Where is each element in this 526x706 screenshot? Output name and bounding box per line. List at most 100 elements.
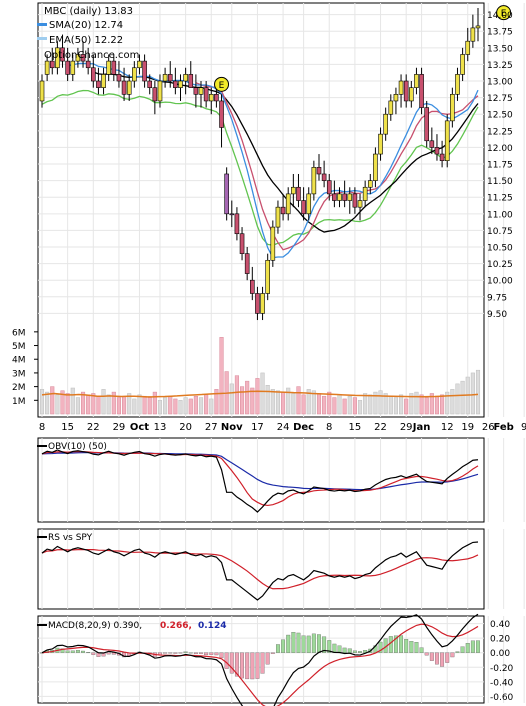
sma-legend: SMA(20) 12.74 <box>49 20 123 31</box>
candle-body <box>162 74 168 82</box>
volume-bar <box>434 395 440 415</box>
candle-body <box>178 80 183 88</box>
volume-bar <box>122 395 127 415</box>
macd-histogram-bar <box>445 652 450 663</box>
candle-body <box>116 74 122 82</box>
macd-histogram-bar <box>470 640 475 653</box>
macd-histogram-bar <box>455 651 460 653</box>
macd-histogram-bar <box>460 646 465 653</box>
volume-bar <box>152 391 157 415</box>
macd-histogram-bar <box>291 632 296 653</box>
volume-bar <box>342 398 347 415</box>
candle-body <box>239 233 245 254</box>
volume-bar <box>183 397 188 415</box>
macd-histogram-bar <box>75 650 80 653</box>
candle-body <box>311 167 317 195</box>
macd-histogram-bar <box>193 652 198 655</box>
ema-legend: EMA(50) 12.22 <box>49 35 123 46</box>
macd-histogram-bar <box>86 652 91 654</box>
volume-bar <box>429 393 434 415</box>
volume-bar <box>363 393 368 415</box>
candle-body <box>85 60 91 69</box>
price-tick-label: 11.25 <box>487 194 513 204</box>
x-tick-label: Oct <box>130 422 149 433</box>
price-tick-label: 10.25 <box>487 260 513 270</box>
obv-line-2 <box>41 449 479 513</box>
candle-body <box>291 186 296 195</box>
macd-histogram-bar <box>199 652 203 654</box>
volume-bar <box>239 386 245 415</box>
candle-body <box>70 60 76 75</box>
volume-bar <box>229 383 234 415</box>
volume-bar <box>475 369 481 415</box>
volume-bar <box>388 395 393 415</box>
candle-body <box>137 60 142 69</box>
macd-histogram-bar <box>358 651 362 653</box>
volume-bar <box>111 391 116 415</box>
macd-histogram-bar <box>281 639 286 653</box>
candle-body <box>316 167 322 175</box>
macd-histogram-bar <box>60 648 65 653</box>
macd-histogram-bar <box>296 632 301 653</box>
volume-bar <box>373 391 378 415</box>
x-tick-label: 13 <box>154 422 167 433</box>
x-tick-label: 15 <box>349 422 362 433</box>
macd-histogram-bar <box>465 643 470 653</box>
volume-bar <box>39 389 45 415</box>
macd-histogram-bar <box>317 634 321 653</box>
rs-label: RS vs SPY <box>48 533 93 543</box>
macd-tick-label: 0.40 <box>490 620 510 630</box>
volume-bar <box>301 394 306 415</box>
x-tick-label: 15 <box>61 422 74 433</box>
volume-bar <box>265 384 270 415</box>
candle-body <box>244 253 250 274</box>
macd-histogram-bar <box>188 652 193 654</box>
volume-bar <box>116 397 121 415</box>
rs-line <box>41 541 479 601</box>
price-tick-label: 12.00 <box>487 144 513 154</box>
volume-tick-label: 6M <box>12 328 26 338</box>
candle-body <box>250 279 255 294</box>
candle-body <box>142 60 147 82</box>
candle-body <box>214 94 219 102</box>
volume-bar <box>337 394 342 415</box>
ema-legend-swatch <box>37 37 47 40</box>
macd-signal-value: 0.266, <box>160 621 192 631</box>
obv-label: OBV(10) (50) <box>48 442 107 452</box>
volume-bar <box>255 378 260 415</box>
price-tick-label: 12.50 <box>487 111 513 121</box>
macd-histogram-bar <box>173 652 178 654</box>
macd-histogram-bar <box>337 645 342 653</box>
candle-body <box>75 54 81 62</box>
candle-body <box>306 193 312 215</box>
macd-histogram-bar <box>286 634 291 653</box>
volume-bar <box>178 400 183 415</box>
candle-body <box>275 206 281 228</box>
volume-bar <box>132 398 137 415</box>
volume-bar <box>347 395 352 415</box>
volume-bar <box>188 398 193 415</box>
price-tick-label: 11.50 <box>487 177 513 187</box>
candle-body <box>326 180 332 195</box>
candle-body <box>337 193 342 201</box>
candle-body <box>126 80 132 95</box>
x-tick-label: Jan <box>412 422 431 433</box>
volume-bar <box>204 394 209 415</box>
candle-body <box>465 40 471 55</box>
volume-bar <box>60 390 65 415</box>
x-tick-label: 9 <box>521 422 526 433</box>
candle-body <box>39 80 45 102</box>
macd-histogram-bar <box>168 652 173 654</box>
volume-bar <box>455 383 460 415</box>
candle-body <box>342 193 347 201</box>
watermark: OptionChance.com <box>44 50 139 61</box>
macd-histogram-bar <box>419 647 424 653</box>
volume-bar <box>173 398 178 415</box>
volume-tick-label: 1M <box>12 397 26 407</box>
macd-histogram-bar <box>204 652 209 656</box>
macd-histogram-bar <box>435 652 439 665</box>
macd-histogram-bar <box>106 652 111 655</box>
volume-bar <box>378 390 383 415</box>
macd-histogram-bar <box>111 652 116 655</box>
volume-bar <box>250 387 255 415</box>
